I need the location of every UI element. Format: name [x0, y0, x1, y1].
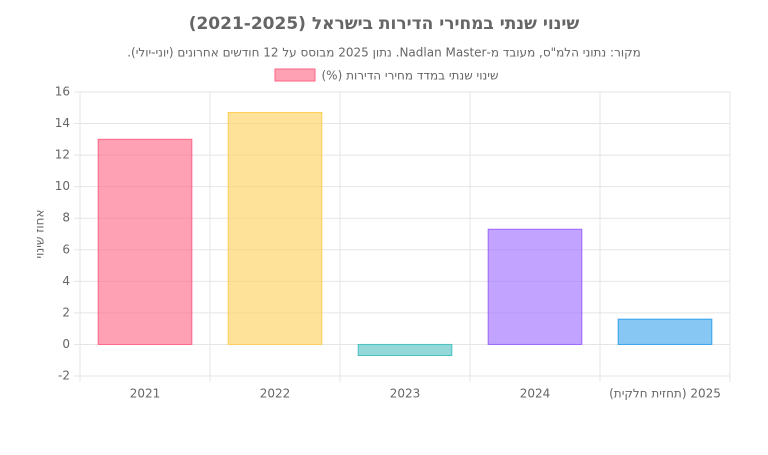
- legend-swatch: [274, 68, 316, 82]
- x-tick-label: 2025 (תחזית חלקית): [609, 387, 721, 401]
- y-tick-label: 4: [62, 274, 70, 288]
- bar: [617, 318, 713, 345]
- chart-subtitle: מקור: נתוני הלמ"ס, מעובד מ-Nadlan Master…: [127, 46, 641, 60]
- bar: [97, 138, 193, 345]
- y-tick-label: 14: [55, 116, 70, 130]
- bar: [227, 112, 323, 345]
- y-axis-title: אחוז שינוי: [33, 209, 47, 258]
- x-tick-label: 2024: [520, 387, 551, 401]
- bar: [357, 343, 453, 356]
- y-tick-label: 8: [62, 211, 70, 225]
- chart-title: שינוי שנתי במחירי הדירות בישראל (2021-20…: [189, 14, 580, 34]
- y-tick-label: 2: [62, 305, 70, 319]
- x-tick-label: 2021: [130, 387, 161, 401]
- x-tick-label: 2023: [390, 387, 421, 401]
- y-tick-label: 6: [62, 242, 70, 256]
- bar: [487, 228, 583, 345]
- y-tick-label: -2: [58, 369, 70, 383]
- y-tick-label: 12: [55, 148, 70, 162]
- y-tick-label: 10: [55, 179, 70, 193]
- legend-label: שינוי שנתי במדד מחירי הדירות (%): [322, 69, 499, 83]
- y-tick-label: 16: [55, 85, 70, 99]
- x-tick-label: 2022: [260, 387, 291, 401]
- y-tick-label: 0: [62, 337, 70, 351]
